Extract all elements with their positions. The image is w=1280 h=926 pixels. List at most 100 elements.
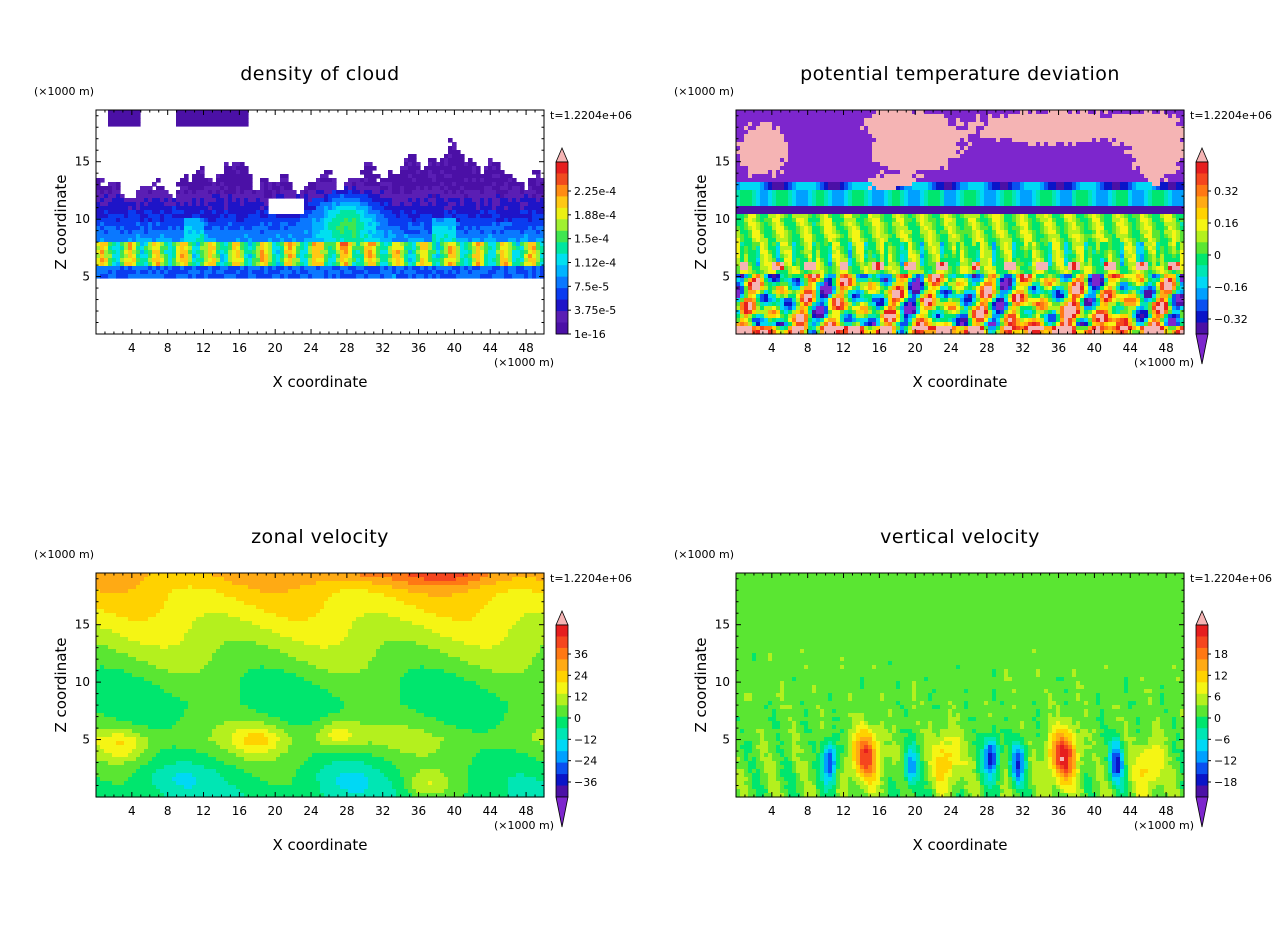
heatmap-cell: [956, 314, 961, 319]
heatmap-cell: [1056, 222, 1065, 227]
heatmap-cell: [236, 218, 245, 223]
heatmap-cell: [788, 282, 793, 287]
heatmap-cell: [1036, 310, 1045, 315]
heatmap-cell: [500, 254, 505, 259]
heatmap-cell: [788, 322, 793, 327]
heatmap-cell: [1160, 282, 1165, 287]
heatmap-cell: [812, 302, 817, 307]
heatmap-cell: [296, 270, 301, 275]
heatmap-cell: [772, 182, 785, 187]
heatmap-cell: [328, 194, 341, 199]
heatmap-cell: [148, 262, 153, 267]
heatmap-cell: [868, 290, 877, 295]
heatmap-cell: [164, 250, 173, 255]
heatmap-cell: [400, 210, 405, 215]
heatmap-cell: [884, 302, 889, 307]
heatmap-cell: [1152, 290, 1157, 295]
heatmap-cell: [824, 238, 829, 243]
heatmap-cell: [868, 202, 873, 207]
heatmap-cell: [1052, 290, 1057, 295]
heatmap-cell: [820, 290, 825, 295]
heatmap-cell: [276, 214, 301, 219]
heatmap-cell: [948, 230, 953, 235]
heatmap-cell: [176, 242, 181, 247]
heatmap-cell: [872, 286, 877, 291]
heatmap-cell: [388, 242, 393, 247]
heatmap-cell: [1176, 290, 1181, 295]
heatmap-cell: [976, 258, 981, 263]
heatmap-cell: [832, 278, 837, 283]
heatmap-cell: [908, 214, 913, 219]
heatmap-cell: [848, 306, 853, 311]
heatmap-cell: [840, 214, 845, 219]
heatmap-cell: [772, 306, 777, 311]
heatmap-cell: [780, 258, 785, 263]
heatmap-cell: [440, 258, 445, 263]
heatmap-cell: [944, 270, 949, 275]
heatmap-cell: [764, 242, 769, 247]
heatmap-cell: [1020, 306, 1033, 311]
heatmap-cell: [428, 186, 433, 191]
heatmap-cell: [772, 218, 781, 223]
heatmap-cell: [948, 234, 953, 239]
heatmap-cell: [384, 266, 389, 271]
heatmap-cell: [384, 214, 397, 219]
heatmap-cell: [1004, 310, 1009, 315]
heatmap-cell: [376, 254, 381, 259]
heatmap-cell: [1152, 318, 1157, 323]
heatmap-cell: [96, 254, 101, 259]
heatmap-cell: [992, 222, 997, 227]
heatmap-cell: [316, 178, 321, 183]
heatmap-cell: [1120, 286, 1125, 291]
heatmap-cell: [224, 254, 229, 259]
heatmap-cell: [812, 198, 817, 203]
heatmap-cell: [740, 230, 749, 235]
heatmap-cell: [908, 298, 917, 303]
heatmap-cell: [1012, 250, 1017, 255]
heatmap-cell: [1064, 286, 1069, 291]
heatmap-cell: [892, 194, 901, 199]
heatmap-cell: [1072, 202, 1077, 207]
heatmap-cell: [740, 234, 745, 239]
heatmap-cell: [888, 242, 893, 247]
heatmap-cell: [892, 298, 897, 303]
heatmap-cell: [428, 170, 433, 175]
heatmap-cell: [848, 226, 853, 231]
heatmap-cell: [1076, 318, 1081, 323]
heatmap-cell: [1124, 302, 1137, 307]
heatmap-cell: [1112, 186, 1121, 191]
heatmap-cell: [536, 262, 541, 267]
heatmap-cell: [1088, 274, 1093, 279]
heatmap-cell: [1000, 190, 1005, 195]
heatmap-cell: [144, 262, 149, 267]
heatmap-cell: [1152, 306, 1157, 311]
y-axis-label: Z coordinate: [52, 174, 70, 269]
heatmap-cell: [252, 262, 257, 267]
heatmap-cell: [1148, 258, 1153, 263]
heatmap-cell: [448, 270, 453, 275]
heatmap-cell: [348, 258, 353, 263]
heatmap-cell: [1052, 294, 1057, 299]
heatmap-cell: [336, 206, 357, 211]
heatmap-cell: [164, 266, 169, 271]
heatmap-cell: [1012, 270, 1017, 275]
heatmap-cell: [1000, 138, 1013, 143]
heatmap-cell: [1128, 266, 1133, 271]
heatmap-cell: [780, 130, 869, 135]
heatmap-cell: [744, 134, 785, 139]
heatmap-cell: [924, 298, 933, 303]
heatmap-cell: [864, 234, 873, 239]
heatmap-cell: [1044, 282, 1049, 287]
heatmap-cell: [1016, 282, 1021, 287]
heatmap-cell: [244, 218, 301, 223]
heatmap-cell: [908, 270, 925, 275]
heatmap-cell: [880, 218, 885, 223]
heatmap-cell: [808, 274, 813, 279]
heatmap-cell: [960, 258, 965, 263]
heatmap-cell: [1108, 254, 1113, 259]
heatmap-cell: [784, 134, 873, 139]
heatmap-cell: [864, 198, 869, 203]
heatmap-cell: [908, 290, 913, 295]
heatmap-cell: [424, 226, 433, 231]
heatmap-cell: [1092, 282, 1101, 287]
